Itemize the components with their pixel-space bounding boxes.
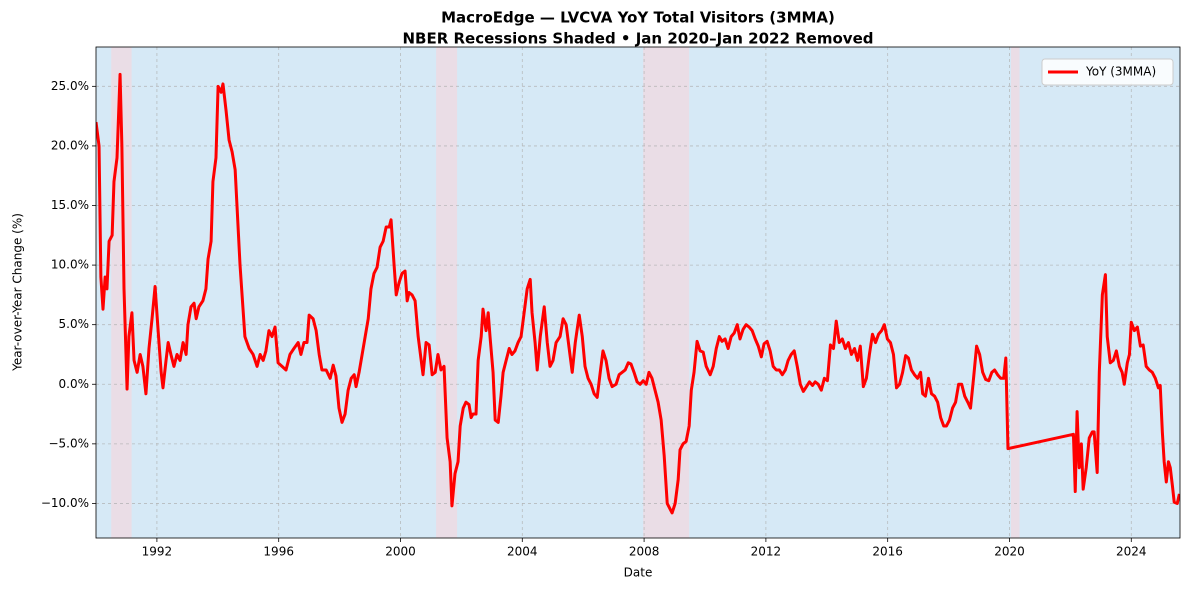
series-line (96, 72, 1180, 515)
x-tick-label: 1996 (263, 545, 294, 559)
x-tick-label: 1992 (142, 545, 173, 559)
y-tick-label: −5.0% (48, 436, 89, 450)
x-axis-label: Date (624, 566, 653, 580)
x-tick-label: 2024 (1116, 545, 1147, 559)
plot-frame (95, 46, 1181, 539)
plot-background (96, 47, 1180, 538)
y-tick-label: 10.0% (51, 258, 89, 272)
y-tick-label: −10.0% (41, 496, 89, 510)
y-tick-label: 25.0% (51, 79, 89, 93)
recession-band (436, 47, 458, 538)
y-tick-label: 0.0% (59, 377, 90, 391)
legend-label: YoY (3MMA) (1085, 65, 1156, 79)
y-tick-label: 20.0% (51, 138, 89, 152)
x-tick-label: 2020 (994, 545, 1025, 559)
x-tick-label: 2008 (629, 545, 660, 559)
y-tick-label: 5.0% (59, 317, 90, 331)
y-axis-label: Year-over-Year Change (%) (11, 213, 25, 372)
x-tick-label: 2004 (507, 545, 538, 559)
recession-band (1011, 47, 1020, 538)
recession-band (643, 47, 690, 538)
x-tick-label: 2000 (385, 545, 416, 559)
legend-box (1041, 58, 1174, 86)
chart-title: MacroEdge — LVCVA YoY Total Visitors (3M… (441, 9, 835, 27)
x-tick-label: 2016 (872, 545, 903, 559)
chart-subtitle: NBER Recessions Shaded • Jan 2020–Jan 20… (403, 30, 874, 48)
y-tick-label: 15.0% (51, 198, 89, 212)
x-tick-label: 2012 (751, 545, 782, 559)
